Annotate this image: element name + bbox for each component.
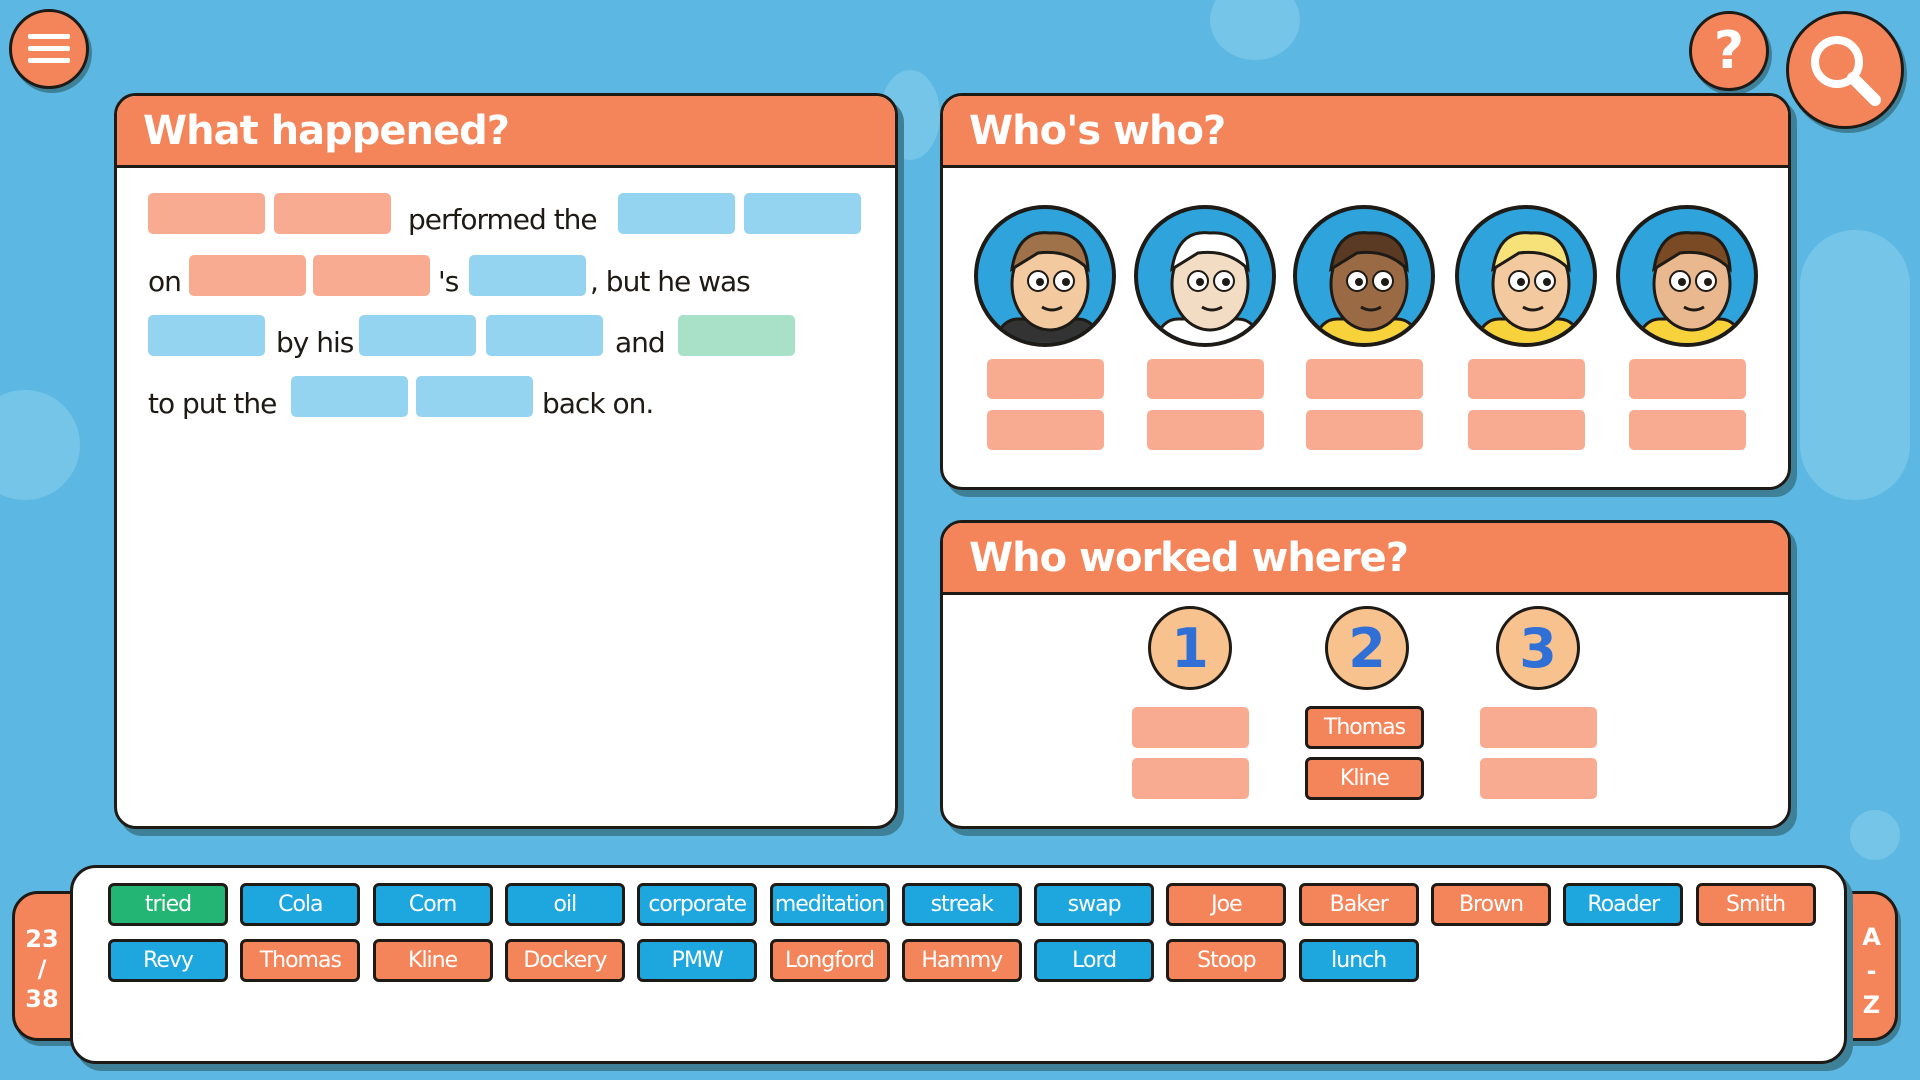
character-avatar[interactable] (1293, 205, 1435, 347)
last-name-slot[interactable] (987, 410, 1104, 450)
word-chip[interactable]: Roader (1563, 883, 1684, 926)
name-slot[interactable] (313, 255, 430, 296)
word-chip[interactable]: Longford (769, 939, 890, 982)
word-slot[interactable] (486, 315, 603, 356)
word-chip[interactable]: Thomas (240, 939, 361, 982)
story-text: performed the (408, 203, 598, 236)
word-slot[interactable] (469, 255, 586, 296)
name-slot[interactable] (274, 193, 391, 234)
word-chip[interactable]: Hammy (901, 939, 1022, 982)
counter-used: 23 (25, 925, 59, 953)
word-slot[interactable] (416, 376, 533, 417)
story-text: , but he was (590, 265, 751, 298)
word-chip[interactable]: meditation (769, 883, 890, 926)
word-chip[interactable]: Corn (372, 883, 493, 926)
verb-slot[interactable] (678, 315, 795, 356)
story-text: back on. (542, 387, 654, 420)
sort-a: A (1862, 923, 1881, 951)
sort-dash: - (1866, 957, 1877, 985)
story-text: to put the (148, 387, 277, 420)
story-text: and (615, 326, 666, 359)
last-name-slot[interactable] (1629, 410, 1746, 450)
background-squiggle (1850, 810, 1900, 860)
word-slot[interactable] (618, 193, 735, 234)
hamburger-icon (28, 34, 70, 63)
character-portrait-icon (1315, 231, 1419, 343)
workplace-2-first-chip[interactable]: Thomas (1305, 706, 1424, 749)
word-chip[interactable]: corporate (637, 883, 758, 926)
word-chip[interactable]: tried (108, 883, 228, 926)
last-name-slot[interactable] (1468, 410, 1585, 450)
first-name-slot[interactable] (987, 359, 1104, 399)
word-chip[interactable]: PMW (637, 939, 758, 982)
word-chip[interactable]: Smith (1695, 883, 1816, 926)
counter-separator: / (37, 955, 47, 983)
character-avatar[interactable] (1455, 205, 1597, 347)
word-chip[interactable]: Dockery (504, 939, 625, 982)
word-chip[interactable]: Lord (1034, 939, 1155, 982)
story-text: on (148, 265, 182, 298)
word-slot[interactable] (359, 315, 476, 356)
background-squiggle (1210, 0, 1300, 60)
help-button[interactable]: ? (1689, 11, 1769, 91)
whos-who-title: Who's who? (943, 96, 1788, 168)
who-worked-where-title: Who worked where? (943, 523, 1788, 595)
workplace-3-last-slot[interactable] (1480, 758, 1597, 799)
menu-button[interactable] (9, 9, 89, 89)
word-chip[interactable]: Baker (1298, 883, 1419, 926)
last-name-slot[interactable] (1147, 410, 1264, 450)
workplace-number-3: 3 (1496, 606, 1580, 690)
character-avatar[interactable] (1134, 205, 1276, 347)
word-chip[interactable]: swap (1034, 883, 1155, 926)
character-avatar[interactable] (974, 205, 1116, 347)
word-chip[interactable]: Joe (1166, 883, 1287, 926)
word-chip[interactable]: oil (504, 883, 625, 926)
workplace-number-1: 1 (1148, 606, 1232, 690)
name-slot[interactable] (148, 193, 265, 234)
character-avatar[interactable] (1616, 205, 1758, 347)
first-name-slot[interactable] (1468, 359, 1585, 399)
background-squiggle (1800, 230, 1910, 500)
counter-total: 38 (25, 985, 59, 1013)
name-slot[interactable] (189, 255, 306, 296)
help-label: ? (1713, 21, 1745, 81)
magnifier-icon (1811, 36, 1881, 106)
word-chip[interactable]: Brown (1431, 883, 1551, 926)
last-name-slot[interactable] (1306, 410, 1423, 450)
character-portrait-icon (1156, 231, 1260, 343)
word-chip[interactable]: streak (901, 883, 1022, 926)
word-slot[interactable] (148, 315, 265, 356)
workplace-1-first-slot[interactable] (1132, 707, 1249, 748)
workplace-number-2: 2 (1325, 606, 1409, 690)
word-chip[interactable]: Cola (240, 883, 361, 926)
what-happened-title: What happened? (117, 96, 895, 168)
sort-z: Z (1862, 991, 1881, 1019)
word-chip[interactable]: Stoop (1166, 939, 1287, 982)
story-text: 's (438, 265, 459, 298)
word-slot[interactable] (744, 193, 861, 234)
word-chip[interactable]: Kline (372, 939, 493, 982)
first-name-slot[interactable] (1306, 359, 1423, 399)
workplace-2-last-chip[interactable]: Kline (1305, 757, 1424, 800)
first-name-slot[interactable] (1147, 359, 1264, 399)
word-chip[interactable]: lunch (1298, 939, 1419, 982)
word-chip[interactable]: Revy (108, 939, 228, 982)
story-text: by his (276, 326, 354, 359)
first-name-slot[interactable] (1629, 359, 1746, 399)
background-squiggle (0, 390, 80, 500)
word-slot[interactable] (291, 376, 408, 417)
workplace-1-last-slot[interactable] (1132, 758, 1249, 799)
workplace-3-first-slot[interactable] (1480, 707, 1597, 748)
search-button[interactable] (1786, 11, 1904, 129)
